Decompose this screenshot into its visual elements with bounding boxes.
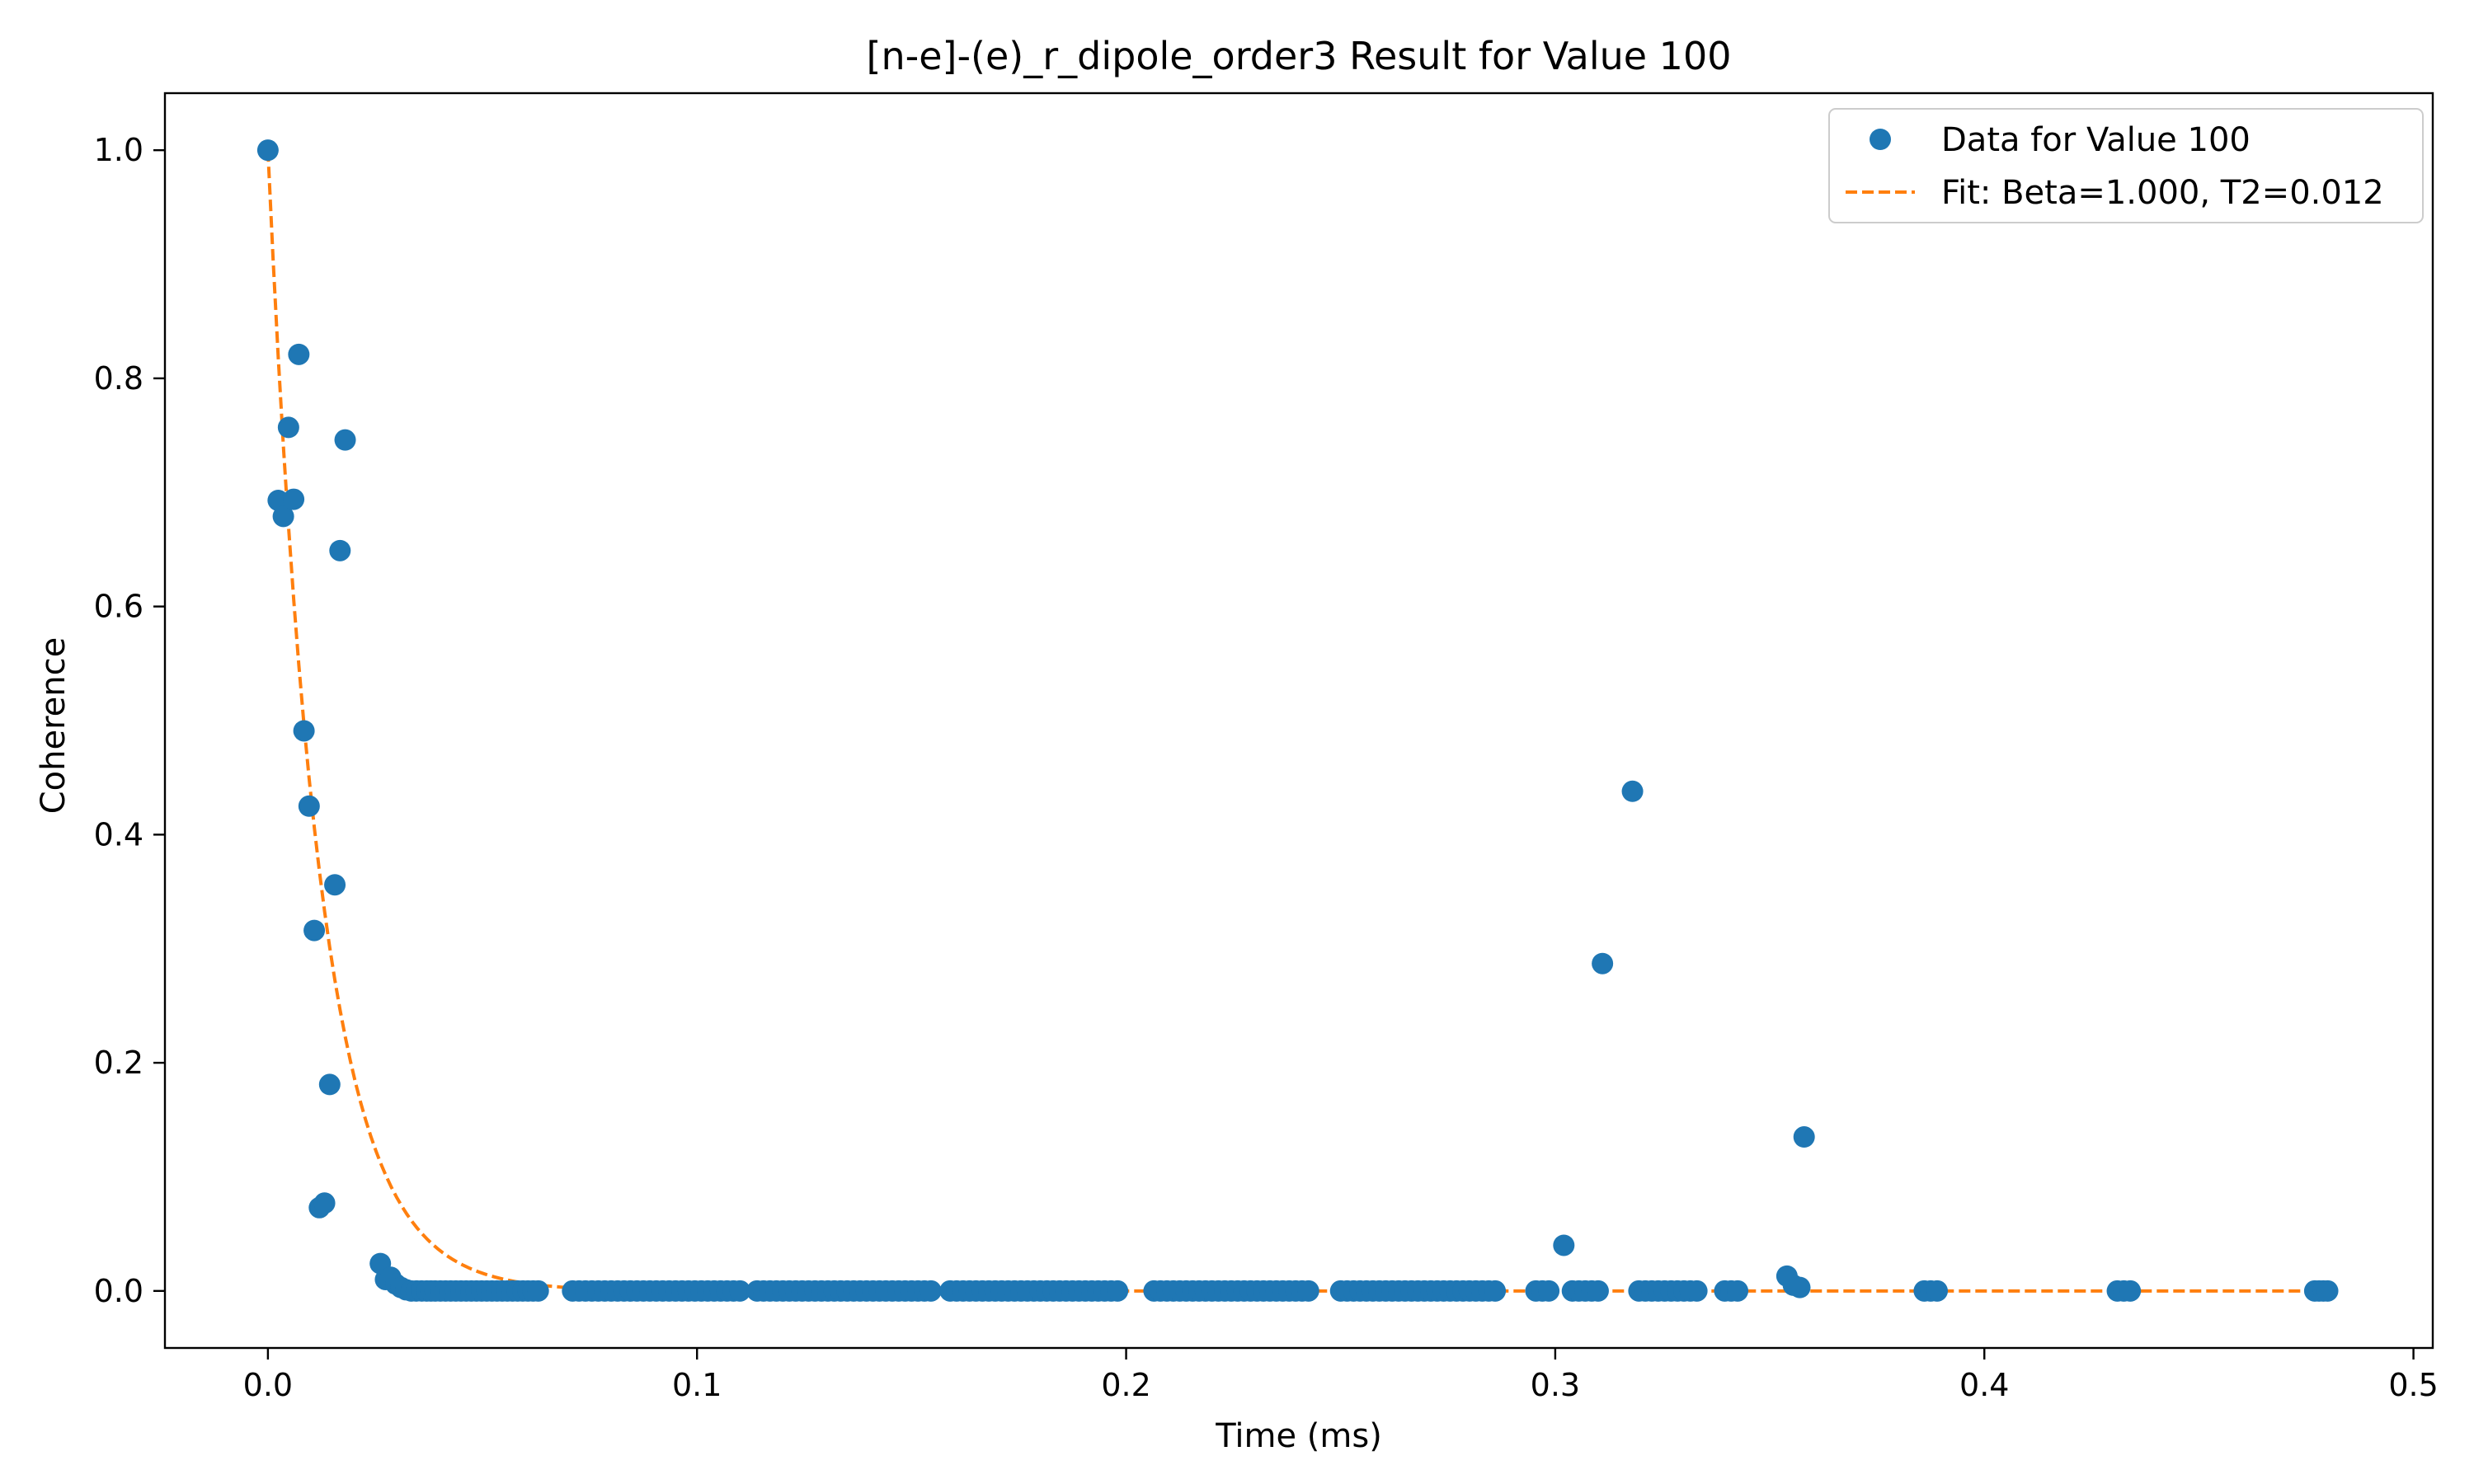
plot-frame <box>163 92 2434 1350</box>
data-point <box>1553 1234 1575 1256</box>
plot-area <box>165 93 2433 1348</box>
data-point <box>1538 1280 1560 1302</box>
legend-label-data: Data for Value 100 <box>1941 121 2251 159</box>
x-axis: 0.0 0.1 0.2 0.3 0.4 0.5 <box>243 1348 2439 1403</box>
data-point <box>1587 1280 1609 1302</box>
data-point <box>1793 1126 1815 1148</box>
x-tick-label: 0.1 <box>672 1367 722 1403</box>
data-series <box>256 139 2339 1302</box>
legend: Data for Value 100 Fit: Beta=1.000, T2=0… <box>1828 108 2424 223</box>
y-tick-label: 0.2 <box>94 1045 143 1081</box>
data-point <box>1789 1276 1811 1298</box>
data-point <box>313 1192 336 1214</box>
x-tick-label: 0.4 <box>1959 1367 2009 1403</box>
y-tick-label: 0.6 <box>94 589 143 625</box>
data-point <box>298 795 320 817</box>
data-point <box>334 429 356 451</box>
data-point <box>2316 1280 2339 1302</box>
data-point <box>277 416 299 439</box>
data-point <box>1621 780 1644 802</box>
x-tick-label: 0.5 <box>2388 1367 2438 1403</box>
data-point <box>324 874 346 896</box>
y-tick-label: 0.0 <box>94 1273 143 1309</box>
data-point <box>1727 1280 1749 1302</box>
data-point <box>256 139 279 162</box>
legend-label-fit: Fit: Beta=1.000, T2=0.012 <box>1941 174 2384 212</box>
data-point <box>1686 1280 1708 1302</box>
data-point <box>1297 1280 1319 1302</box>
data-point <box>288 343 310 365</box>
data-point <box>293 720 315 742</box>
y-tick-label: 1.0 <box>94 132 143 168</box>
x-axis-label: Time (ms) <box>1215 1417 1382 1455</box>
y-tick-label: 0.8 <box>94 360 143 397</box>
y-tick-label: 0.4 <box>94 816 143 852</box>
data-point <box>1107 1280 1129 1302</box>
data-point <box>303 919 326 942</box>
data-point <box>283 488 305 510</box>
x-tick-label: 0.3 <box>1531 1367 1580 1403</box>
data-point <box>329 539 351 561</box>
y-axis-label: Coherence <box>35 637 73 815</box>
data-point <box>729 1280 751 1302</box>
data-point <box>272 505 294 528</box>
legend-marker-data <box>1870 129 1891 150</box>
chart-title: [n-e]-(e)_r_dipole_order3 Result for Val… <box>867 34 1732 78</box>
data-point <box>527 1280 549 1302</box>
data-point <box>1484 1280 1507 1302</box>
data-point <box>2119 1280 2142 1302</box>
data-point <box>920 1280 942 1302</box>
x-tick-label: 0.0 <box>243 1367 293 1403</box>
data-point <box>318 1073 341 1096</box>
legend-frame <box>1828 108 2424 223</box>
x-tick-label: 0.2 <box>1101 1367 1150 1403</box>
data-point <box>1926 1280 1949 1302</box>
y-axis: 0.0 0.2 0.4 0.6 0.8 1.0 <box>94 132 165 1309</box>
data-point <box>1592 952 1614 974</box>
